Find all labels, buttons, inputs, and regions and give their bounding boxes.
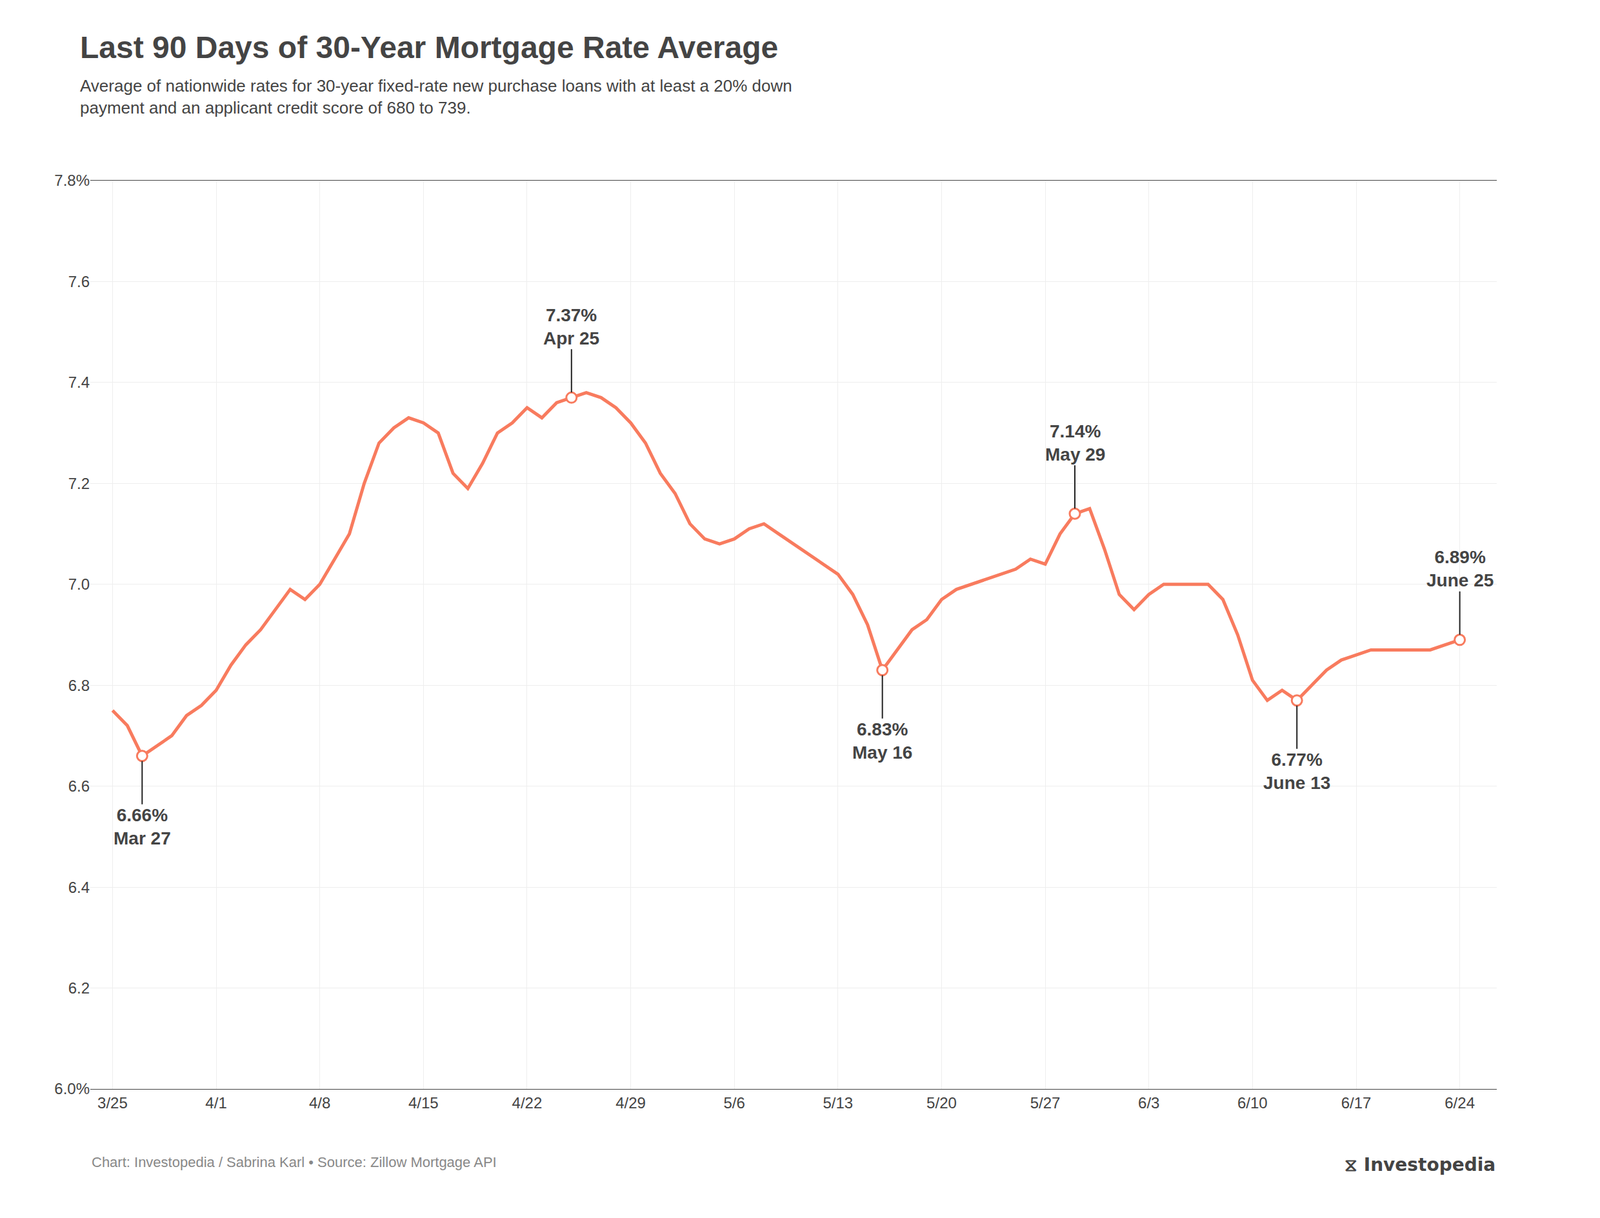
svg-text:6/10: 6/10	[1237, 1094, 1268, 1112]
svg-text:6.89%June 25: 6.89%June 25	[1426, 547, 1494, 591]
svg-text:7.8%: 7.8%	[54, 171, 90, 190]
svg-text:6/3: 6/3	[1138, 1094, 1160, 1112]
svg-text:4/8: 4/8	[309, 1094, 331, 1112]
svg-text:6.2: 6.2	[68, 979, 90, 997]
svg-text:6.6: 6.6	[68, 777, 90, 795]
svg-text:5/27: 5/27	[1030, 1094, 1061, 1112]
svg-text:6.8: 6.8	[68, 676, 90, 695]
svg-text:⧖ Investopedia: ⧖ Investopedia	[1344, 1154, 1496, 1176]
svg-text:5/20: 5/20	[926, 1094, 957, 1112]
svg-text:4/22: 4/22	[512, 1094, 543, 1112]
svg-text:4/1: 4/1	[205, 1094, 227, 1112]
svg-text:5/13: 5/13	[822, 1094, 853, 1112]
svg-text:6.66%Mar 27: 6.66%Mar 27	[113, 805, 171, 849]
svg-text:6.4: 6.4	[68, 878, 90, 897]
svg-text:7.2: 7.2	[68, 474, 90, 493]
svg-text:7.37%Apr 25: 7.37%Apr 25	[543, 305, 600, 349]
svg-text:Average of nationwide rates fo: Average of nationwide rates for 30-year …	[80, 76, 793, 118]
svg-text:4/15: 4/15	[408, 1094, 439, 1112]
svg-text:5/6: 5/6	[723, 1094, 746, 1112]
svg-text:Chart: Investopedia / Sabrina: Chart: Investopedia / Sabrina Karl • Sou…	[91, 1154, 497, 1171]
svg-text:3/25: 3/25	[97, 1094, 128, 1112]
svg-text:7.4: 7.4	[68, 373, 90, 391]
svg-text:6/24: 6/24	[1444, 1094, 1475, 1112]
svg-text:7.0: 7.0	[68, 575, 90, 593]
svg-text:4/29: 4/29	[615, 1094, 646, 1112]
svg-text:6.0%: 6.0%	[54, 1080, 90, 1098]
svg-text:6.77%June 13: 6.77%June 13	[1263, 749, 1331, 793]
svg-text:Last 90 Days of 30-Year Mortga: Last 90 Days of 30-Year Mortgage Rate Av…	[80, 30, 779, 65]
svg-text:7.6: 7.6	[68, 272, 90, 291]
svg-text:6/17: 6/17	[1341, 1094, 1372, 1112]
svg-text:7.14%May 29: 7.14%May 29	[1045, 421, 1106, 465]
svg-text:6.83%May 16: 6.83%May 16	[852, 719, 913, 763]
